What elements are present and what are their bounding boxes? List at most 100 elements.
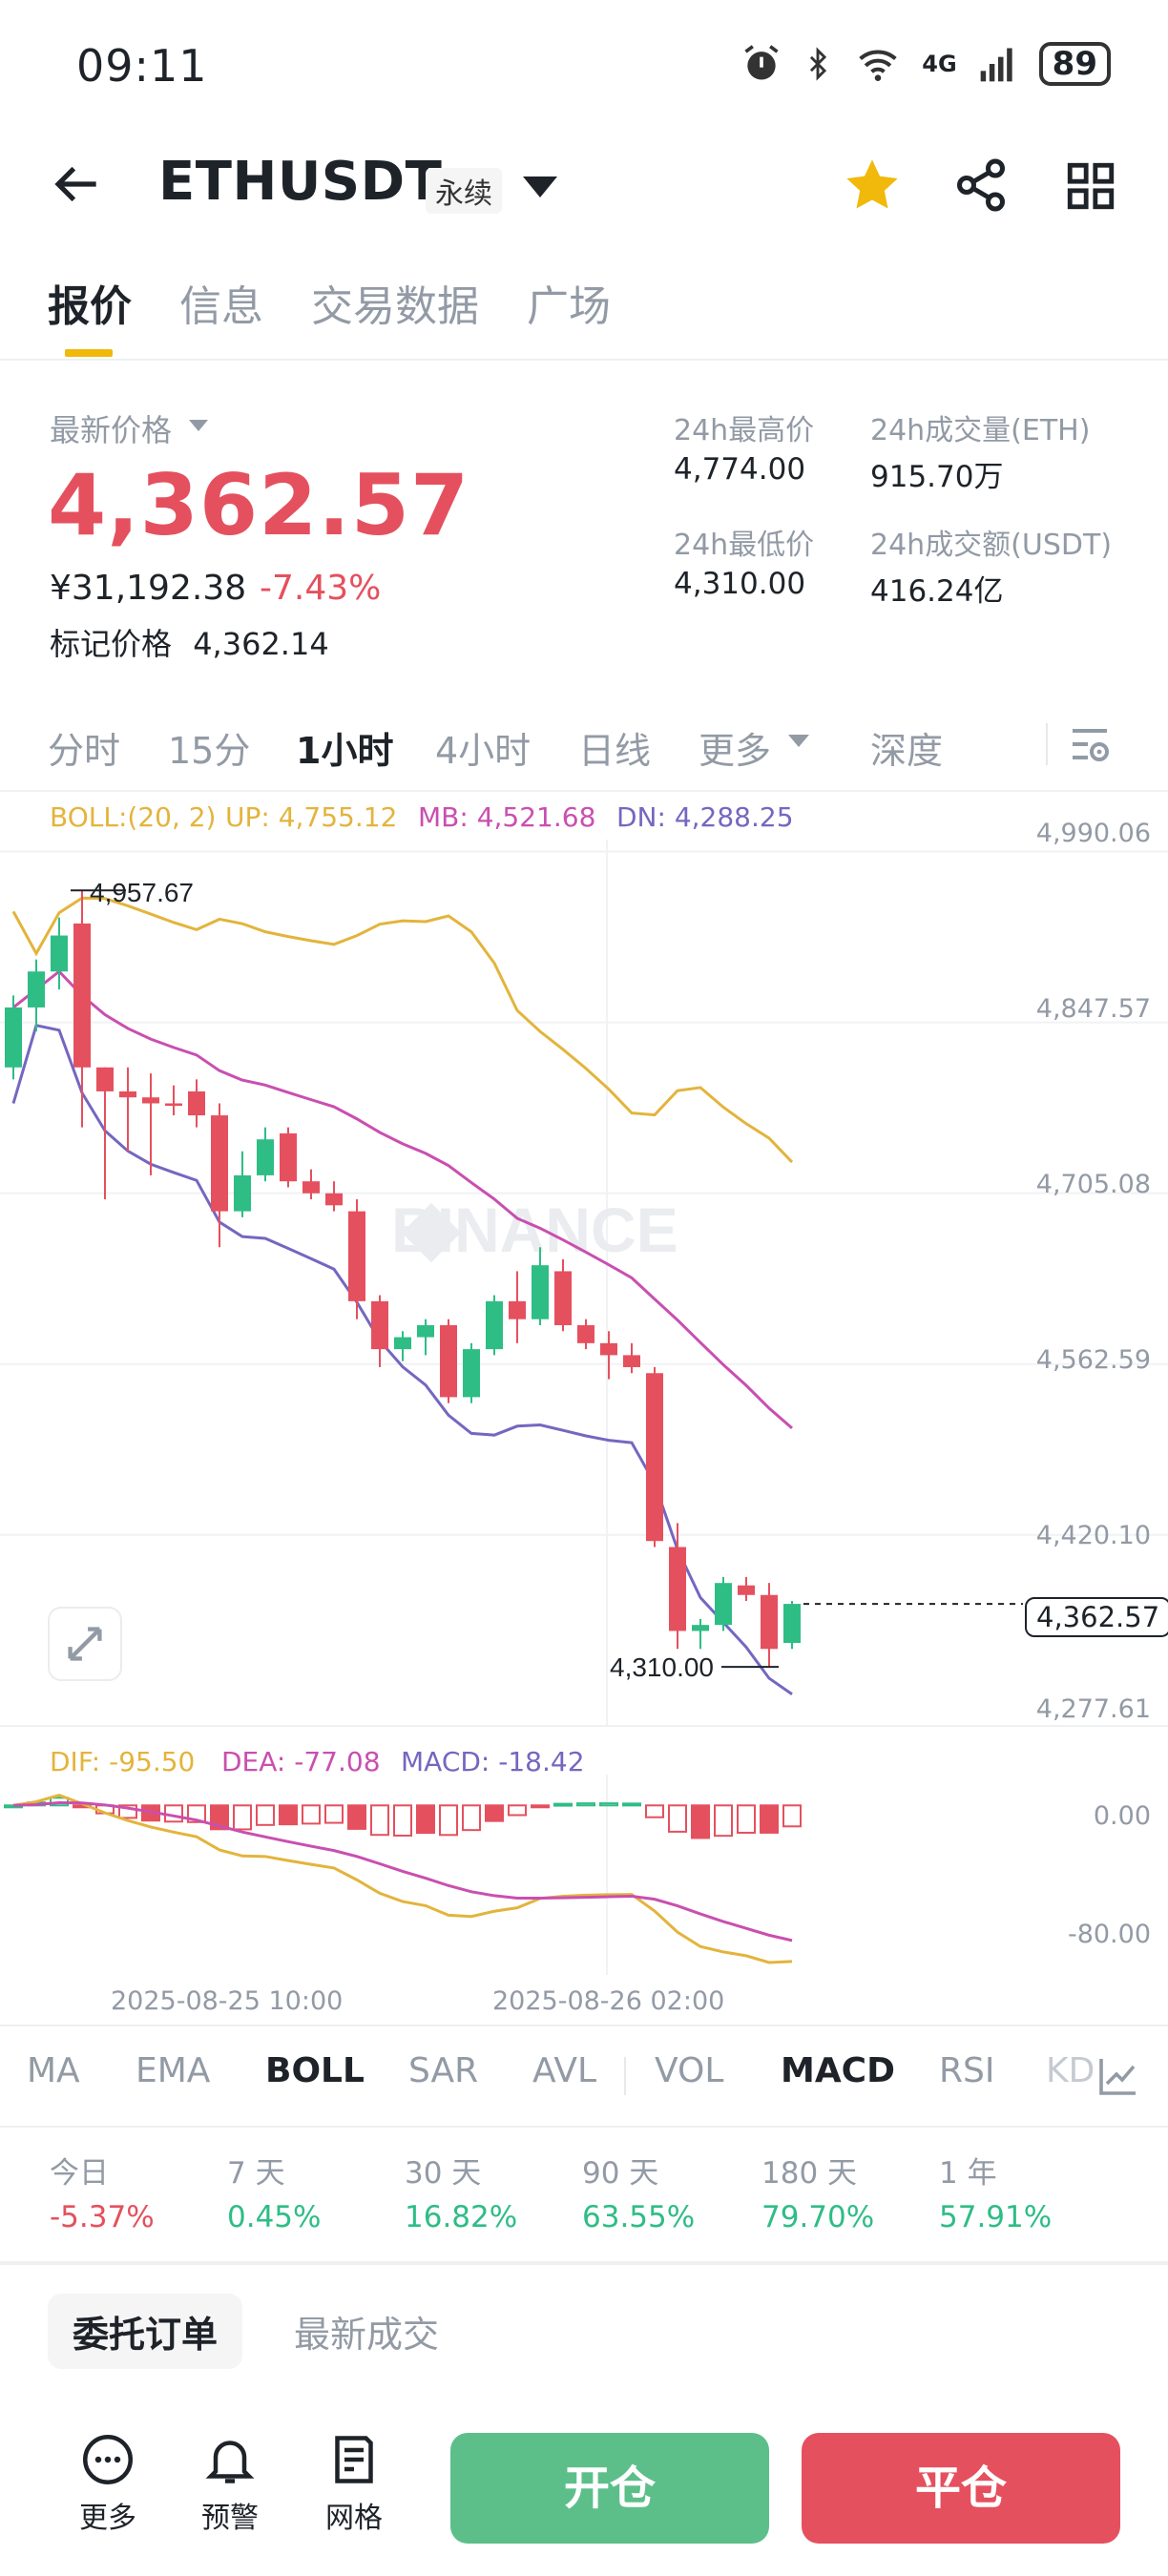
candle-body bbox=[715, 1583, 732, 1626]
latest-price: 4,362.57 bbox=[48, 456, 470, 554]
indicator-sar[interactable]: SAR bbox=[408, 2051, 479, 2090]
candle-body bbox=[554, 1271, 572, 1325]
interval-4h[interactable]: 4小时 bbox=[435, 730, 532, 772]
indicator-ma[interactable]: MA bbox=[27, 2051, 80, 2090]
time-axis-label: 2025-08-25 10:00 bbox=[111, 1986, 344, 2016]
perf-label-180d: 180 天 bbox=[761, 2156, 858, 2191]
interval-tabs: 分时 15分 1小时 4小时 日线 更多 深度 bbox=[0, 721, 1168, 779]
indicator-kd[interactable]: KD bbox=[1046, 2051, 1095, 2090]
interval-1h[interactable]: 1小时 bbox=[296, 730, 394, 772]
perf-label-1y: 1 年 bbox=[939, 2156, 997, 2191]
macd-histogram-bar bbox=[714, 1804, 733, 1838]
turnover-value: 416.24亿 bbox=[870, 574, 1004, 609]
favorite-star-icon[interactable] bbox=[842, 155, 903, 216]
indicator-macd[interactable]: MACD bbox=[781, 2051, 895, 2090]
boll-upper-line bbox=[11, 896, 794, 1164]
grid-menu-icon[interactable] bbox=[1063, 158, 1118, 214]
indicator-boll[interactable]: BOLL bbox=[265, 2051, 365, 2090]
current-price-tag: 4,362.57 bbox=[1025, 1597, 1168, 1637]
candles bbox=[5, 890, 801, 1668]
macd-legend-dea: DEA: -77.08 bbox=[221, 1746, 381, 1777]
macd-histogram-bar bbox=[347, 1804, 366, 1830]
tab-square[interactable]: 广场 bbox=[527, 282, 611, 331]
macd-histogram-bar bbox=[599, 1802, 618, 1807]
candle-body bbox=[96, 1067, 114, 1091]
share-icon[interactable] bbox=[952, 156, 1010, 214]
alert-button[interactable]: 预警 bbox=[187, 2431, 273, 2536]
candle-body bbox=[738, 1585, 755, 1595]
macd-histogram-bar bbox=[279, 1804, 298, 1826]
macd-dif-line bbox=[12, 1794, 793, 1964]
perf-label-7d: 7 天 bbox=[227, 2156, 285, 2191]
price-axis-label: 4,277.61 bbox=[1035, 1694, 1151, 1724]
boll-legend-mb: MB: 4,521.68 bbox=[418, 801, 596, 833]
mark-price-row: 标记价格 4,362.14 bbox=[50, 620, 329, 664]
time-axis-label: 2025-08-26 02:00 bbox=[492, 1986, 725, 2016]
candle-body bbox=[761, 1594, 778, 1650]
candlestick-chart[interactable]: BINANCE 4,957.674,310.00 bbox=[0, 840, 1168, 1727]
perf-value-180d: 79.70% bbox=[761, 2200, 875, 2234]
boll-legend-name: BOLL:(20, 2) bbox=[50, 801, 217, 833]
back-arrow-icon[interactable] bbox=[52, 157, 105, 211]
grid-button[interactable]: 网格 bbox=[311, 2431, 397, 2536]
perf-value-1y: 57.91% bbox=[939, 2200, 1053, 2234]
low-label: 24h最低价 bbox=[674, 529, 815, 562]
turnover-label: 24h成交额(USDT) bbox=[870, 529, 1113, 562]
grid-label: 网格 bbox=[325, 2502, 383, 2535]
indicator-divider-line bbox=[0, 2126, 1168, 2128]
tab-latest-trades[interactable]: 最新成交 bbox=[294, 2314, 440, 2356]
expand-chart-button[interactable] bbox=[48, 1607, 122, 1681]
candle-body bbox=[577, 1324, 594, 1343]
macd-histogram-bar bbox=[302, 1804, 321, 1825]
open-position-button[interactable]: 开仓 bbox=[450, 2433, 769, 2544]
interval-1d[interactable]: 日线 bbox=[578, 730, 652, 772]
macd-legend-macd: MACD: -18.42 bbox=[401, 1746, 585, 1777]
candle-body bbox=[325, 1193, 343, 1206]
candle-body bbox=[348, 1211, 365, 1301]
candle-body bbox=[73, 923, 91, 1068]
price-axis-label: 4,705.08 bbox=[1035, 1170, 1151, 1199]
macd-histogram-bar bbox=[645, 1804, 664, 1818]
indicator-avl[interactable]: AVL bbox=[532, 2051, 597, 2090]
price-axis-label: 4,420.10 bbox=[1035, 1521, 1151, 1550]
macd-histogram-bar bbox=[485, 1804, 504, 1822]
price-axis-label: 4,562.59 bbox=[1035, 1345, 1151, 1375]
latest-price-label[interactable]: 最新价格 bbox=[50, 412, 173, 448]
macd-axis-label: -80.00 bbox=[1067, 1920, 1151, 1949]
depth-tab[interactable]: 深度 bbox=[870, 730, 944, 772]
high-marker-label: 4,957.67 bbox=[90, 878, 194, 907]
candle-body bbox=[532, 1265, 549, 1319]
interval-time-sharing[interactable]: 分时 bbox=[48, 730, 121, 772]
macd-histogram-bar bbox=[668, 1804, 687, 1833]
more-button[interactable]: 更多 bbox=[65, 2431, 151, 2536]
interval-more[interactable]: 更多 bbox=[699, 730, 772, 772]
interval-more-caret-icon[interactable] bbox=[788, 735, 809, 747]
perf-label-90d: 90 天 bbox=[582, 2156, 659, 2191]
tab-trading-data[interactable]: 交易数据 bbox=[311, 282, 479, 331]
tab-open-orders[interactable]: 委托订单 bbox=[48, 2294, 243, 2369]
macd-histogram-bar bbox=[508, 1804, 527, 1817]
candle-body bbox=[302, 1181, 320, 1194]
indicator-rsi[interactable]: RSI bbox=[939, 2051, 995, 2090]
bluetooth-icon bbox=[810, 47, 827, 81]
candle-body bbox=[692, 1625, 709, 1631]
alarm-icon bbox=[744, 45, 779, 80]
symbol-dropdown-icon[interactable] bbox=[523, 177, 557, 197]
tab-info[interactable]: 信息 bbox=[179, 282, 263, 331]
indicator-settings-icon[interactable] bbox=[1094, 2053, 1143, 2099]
contract-type-badge: 永续 bbox=[426, 168, 502, 214]
low-value: 4,310.00 bbox=[674, 567, 806, 601]
grid-trading-icon bbox=[335, 2436, 373, 2483]
indicator-vol[interactable]: VOL bbox=[655, 2051, 724, 2090]
close-position-button[interactable]: 平仓 bbox=[802, 2433, 1120, 2544]
candle-body bbox=[165, 1103, 182, 1106]
chart-macd-divider bbox=[0, 1725, 1168, 1727]
tab-quote[interactable]: 报价 bbox=[48, 282, 132, 331]
interval-15m[interactable]: 15分 bbox=[168, 730, 251, 772]
latest-price-dropdown-icon[interactable] bbox=[189, 420, 208, 431]
main-tabs: 报价 信息 交易数据 广场 bbox=[48, 272, 611, 333]
chart-settings-icon[interactable] bbox=[1067, 721, 1113, 767]
candle-body bbox=[440, 1324, 457, 1398]
indicator-ema[interactable]: EMA bbox=[136, 2051, 211, 2090]
symbol-title[interactable]: ETHUSDT bbox=[158, 151, 443, 213]
